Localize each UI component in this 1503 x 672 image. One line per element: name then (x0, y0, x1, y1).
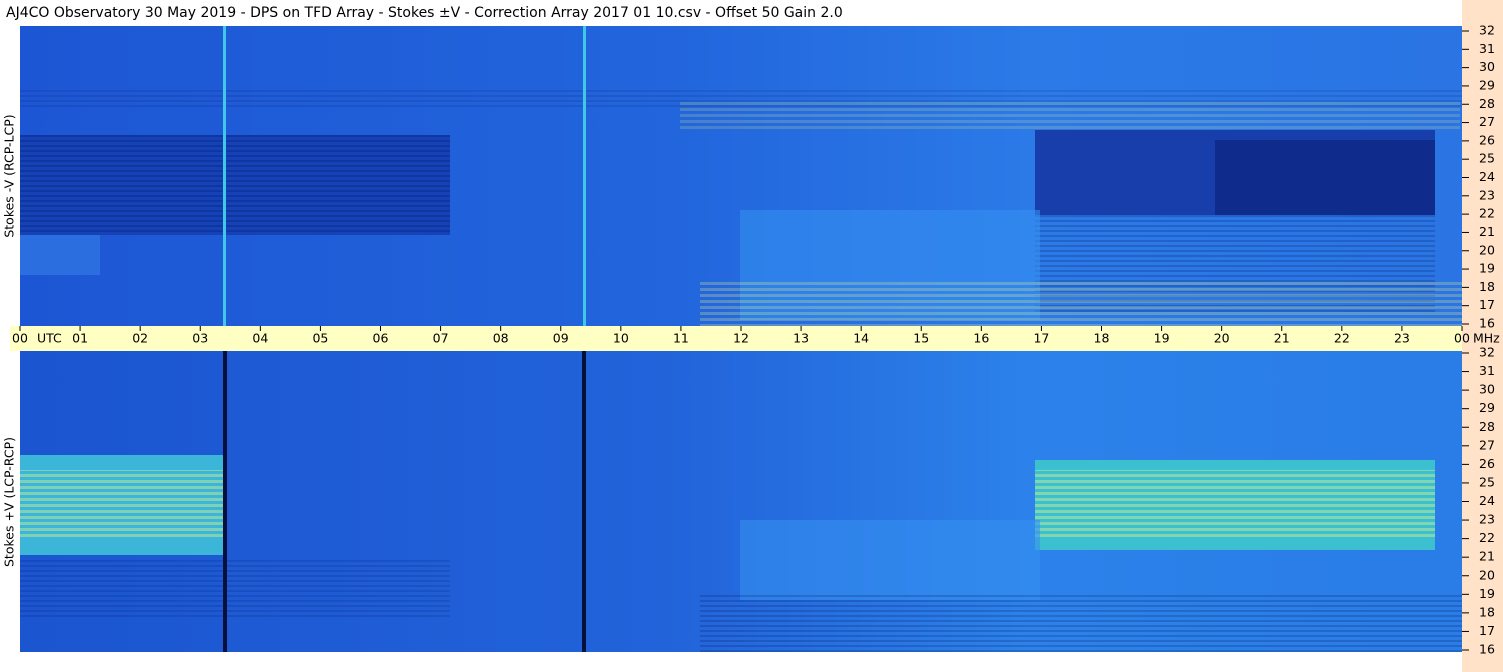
freq-label: 23 (1479, 512, 1495, 527)
time-label: 23 (1394, 331, 1410, 346)
time-unit: UTC (37, 331, 62, 346)
freq-label: 27 (1479, 437, 1495, 452)
top-spectrogram (20, 26, 1462, 326)
time-label: 21 (1274, 331, 1290, 346)
time-label: 10 (613, 331, 629, 346)
freq-label: 17 (1479, 623, 1495, 638)
time-label: 16 (973, 331, 989, 346)
freq-label: 18 (1479, 279, 1495, 294)
freq-label: 30 (1479, 59, 1495, 74)
freq-label: 19 (1479, 261, 1495, 276)
time-label: 22 (1334, 331, 1350, 346)
panel-label: Stokes +V (LCP-RCP) (2, 437, 17, 567)
freq-label: 16 (1479, 316, 1495, 331)
freq-axis-strip (1462, 0, 1503, 672)
panel-label: Stokes -V (RCP-LCP) (2, 114, 17, 237)
freq-label: 32 (1479, 345, 1495, 360)
freq-label: 26 (1479, 456, 1495, 471)
time-label: 00 (1454, 331, 1470, 346)
time-label: 19 (1154, 331, 1170, 346)
freq-label: 31 (1479, 41, 1495, 56)
freq-label: 21 (1479, 549, 1495, 564)
time-label: 17 (1033, 331, 1049, 346)
freq-label: 28 (1479, 419, 1495, 434)
freq-label: 29 (1479, 77, 1495, 92)
time-label: 11 (673, 331, 689, 346)
time-label: 09 (553, 331, 569, 346)
time-label: 18 (1094, 331, 1110, 346)
freq-label: 32 (1479, 23, 1495, 38)
freq-label: 22 (1479, 530, 1495, 545)
freq-label: 21 (1479, 224, 1495, 239)
freq-label: 20 (1479, 567, 1495, 582)
freq-label: 17 (1479, 297, 1495, 312)
time-label: 04 (252, 331, 268, 346)
freq-label: 25 (1479, 151, 1495, 166)
time-label: 15 (913, 331, 929, 346)
time-label: 07 (433, 331, 449, 346)
time-label: 05 (312, 331, 328, 346)
time-label: 06 (373, 331, 389, 346)
freq-label: 19 (1479, 586, 1495, 601)
time-label: 02 (132, 331, 148, 346)
time-label: 01 (72, 331, 88, 346)
freq-label: 22 (1479, 206, 1495, 221)
freq-label: 23 (1479, 187, 1495, 202)
time-label: 20 (1214, 331, 1230, 346)
freq-label: 30 (1479, 382, 1495, 397)
freq-label: 28 (1479, 96, 1495, 111)
bottom-spectrogram (20, 351, 1462, 652)
freq-label: 31 (1479, 363, 1495, 378)
time-label: 03 (192, 331, 208, 346)
freq-label: 25 (1479, 474, 1495, 489)
freq-unit: MHz (1473, 331, 1500, 346)
title: AJ4CO Observatory 30 May 2019 - DPS on T… (6, 5, 843, 21)
freq-label: 26 (1479, 132, 1495, 147)
freq-label: 29 (1479, 400, 1495, 415)
freq-label: 16 (1479, 642, 1495, 657)
time-label: 08 (493, 331, 509, 346)
freq-label: 20 (1479, 242, 1495, 257)
time-axis-strip (10, 326, 1462, 351)
time-label: 13 (793, 331, 809, 346)
freq-label: 24 (1479, 169, 1495, 184)
time-label: 12 (733, 331, 749, 346)
freq-label: 18 (1479, 604, 1495, 619)
time-label: 14 (853, 331, 869, 346)
freq-label: 24 (1479, 493, 1495, 508)
time-label: 00 (12, 331, 28, 346)
freq-label: 27 (1479, 114, 1495, 129)
